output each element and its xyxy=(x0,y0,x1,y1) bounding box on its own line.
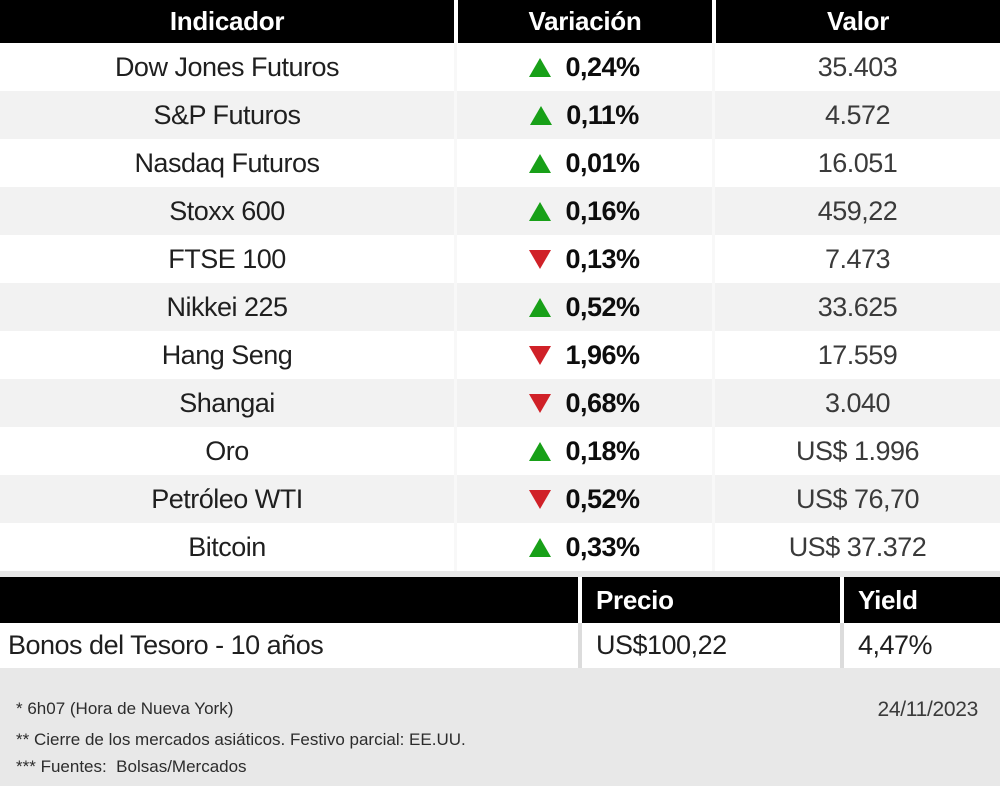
variation-cell: 0,52% xyxy=(454,283,712,331)
indicator-value: 459,22 xyxy=(712,187,1000,235)
change-direction-icon xyxy=(529,537,552,557)
variation-cell: 0,18% xyxy=(454,427,712,475)
header-valor: Valor xyxy=(712,0,1000,43)
table-row: Shangai 0,68% 3.040 xyxy=(0,379,1000,427)
indicator-value: 17.559 xyxy=(712,331,1000,379)
indicator-value: 33.625 xyxy=(712,283,1000,331)
variation-cell: 1,96% xyxy=(454,331,712,379)
variation-cell: 0,11% xyxy=(454,91,712,139)
indicator-name: Hang Seng xyxy=(161,339,293,370)
bond-row: Bonos del Tesoro - 10 años US$100,22 4,4… xyxy=(0,623,1000,668)
indicator-value: 4.572 xyxy=(712,91,1000,139)
variation-cell: 0,24% xyxy=(454,43,712,91)
change-percent: 0,68% xyxy=(565,387,640,418)
indicators-table-body: Dow Jones Futuros 0,24% 35.403 S&P Futur… xyxy=(0,43,1000,571)
change-percent: 0,24% xyxy=(565,51,640,82)
indicator-value: US$ 37.372 xyxy=(712,523,1000,571)
change-percent: 0,52% xyxy=(565,483,640,514)
header-precio: Precio xyxy=(578,577,840,623)
change-direction-icon xyxy=(529,345,552,365)
bond-name: Bonos del Tesoro - 10 años xyxy=(8,630,324,660)
table-separator xyxy=(0,571,1000,577)
variation-cell: 0,52% xyxy=(454,475,712,523)
change-percent: 0,13% xyxy=(565,243,640,274)
indicator-value: 35.403 xyxy=(712,43,1000,91)
change-percent: 0,16% xyxy=(565,195,640,226)
change-percent: 1,96% xyxy=(565,339,640,370)
footer-notes: * 6h07 (Hora de Nueva York) 24/11/2023 *… xyxy=(0,668,1000,786)
bond-yield: 4,47% xyxy=(840,623,1000,668)
indicator-value: US$ 76,70 xyxy=(712,475,1000,523)
indicator-value: 7.473 xyxy=(712,235,1000,283)
footer-line-1: * 6h07 (Hora de Nueva York) 24/11/2023 xyxy=(16,698,978,722)
change-direction-icon xyxy=(530,105,553,125)
table-row: Stoxx 600 0,16% 459,22 xyxy=(0,187,1000,235)
change-percent: 0,33% xyxy=(565,531,640,562)
indicators-table-header: Indicador Variación Valor xyxy=(0,0,1000,43)
table-row: S&P Futuros 0,11% 4.572 xyxy=(0,91,1000,139)
bond-price: US$100,22 xyxy=(578,623,840,668)
change-percent: 0,11% xyxy=(566,99,639,130)
change-direction-icon xyxy=(529,489,552,509)
change-direction-icon xyxy=(529,249,552,269)
indicator-name: Bitcoin xyxy=(188,531,266,562)
table-row: Bitcoin 0,33% US$ 37.372 xyxy=(0,523,1000,571)
table-row: Hang Seng 1,96% 17.559 xyxy=(0,331,1000,379)
table-row: Petróleo WTI 0,52% US$ 76,70 xyxy=(0,475,1000,523)
indicator-name: Nasdaq Futuros xyxy=(134,147,320,178)
header-variacion: Variación xyxy=(454,0,712,43)
change-percent: 0,52% xyxy=(565,291,640,322)
indicator-name: Shangai xyxy=(179,387,275,418)
table-row: Dow Jones Futuros 0,24% 35.403 xyxy=(0,43,1000,91)
change-direction-icon xyxy=(529,57,552,77)
indicator-value: US$ 1.996 xyxy=(712,427,1000,475)
indicator-name: Dow Jones Futuros xyxy=(114,51,340,82)
header-indicador: Indicador xyxy=(169,6,285,36)
indicator-value: 16.051 xyxy=(712,139,1000,187)
footnote-sources: *** Fuentes: Bolsas/Mercados xyxy=(16,757,247,776)
bonds-table-header: Precio Yield xyxy=(0,577,1000,623)
change-direction-icon xyxy=(529,393,552,413)
indicator-name: Stoxx 600 xyxy=(169,195,285,226)
change-direction-icon xyxy=(529,441,552,461)
variation-cell: 0,16% xyxy=(454,187,712,235)
indicator-name: Petróleo WTI xyxy=(151,483,303,514)
indicator-name: Nikkei 225 xyxy=(166,291,288,322)
footnote-time: * 6h07 (Hora de Nueva York) xyxy=(16,699,234,718)
indicator-name: FTSE 100 xyxy=(168,243,286,274)
indicator-name: Oro xyxy=(205,435,249,466)
header-yield: Yield xyxy=(840,577,1000,623)
table-row: Nikkei 225 0,52% 33.625 xyxy=(0,283,1000,331)
change-direction-icon xyxy=(529,297,552,317)
variation-cell: 0,13% xyxy=(454,235,712,283)
variation-cell: 0,68% xyxy=(454,379,712,427)
change-direction-icon xyxy=(529,153,552,173)
footnote-markets: ** Cierre de los mercados asiáticos. Fes… xyxy=(16,730,466,749)
change-direction-icon xyxy=(529,201,552,221)
change-percent: 0,01% xyxy=(565,147,640,178)
indicator-name: S&P Futuros xyxy=(153,99,301,130)
table-row: Nasdaq Futuros 0,01% 16.051 xyxy=(0,139,1000,187)
variation-cell: 0,01% xyxy=(454,139,712,187)
change-percent: 0,18% xyxy=(565,435,640,466)
header-empty xyxy=(0,577,578,623)
footer-date: 24/11/2023 xyxy=(877,698,978,721)
table-row: Oro 0,18% US$ 1.996 xyxy=(0,427,1000,475)
indicator-value: 3.040 xyxy=(712,379,1000,427)
table-row: FTSE 100 0,13% 7.473 xyxy=(0,235,1000,283)
variation-cell: 0,33% xyxy=(454,523,712,571)
